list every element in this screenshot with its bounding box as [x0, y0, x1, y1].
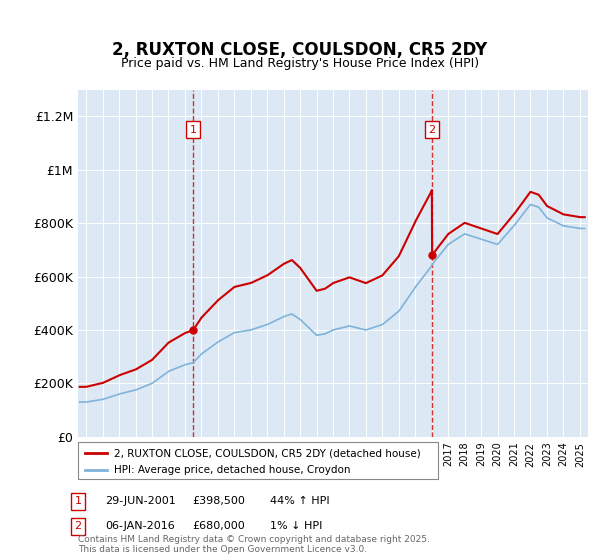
Text: 2: 2	[74, 521, 82, 531]
FancyBboxPatch shape	[78, 442, 438, 479]
Text: Contains HM Land Registry data © Crown copyright and database right 2025.
This d: Contains HM Land Registry data © Crown c…	[78, 535, 430, 554]
Text: 1: 1	[190, 125, 196, 134]
Text: 1: 1	[74, 496, 82, 506]
Text: 2, RUXTON CLOSE, COULSDON, CR5 2DY (detached house): 2, RUXTON CLOSE, COULSDON, CR5 2DY (deta…	[114, 449, 421, 458]
Text: 06-JAN-2016: 06-JAN-2016	[105, 521, 175, 531]
Text: 2: 2	[428, 125, 436, 134]
Text: 2, RUXTON CLOSE, COULSDON, CR5 2DY: 2, RUXTON CLOSE, COULSDON, CR5 2DY	[112, 41, 488, 59]
Text: Price paid vs. HM Land Registry's House Price Index (HPI): Price paid vs. HM Land Registry's House …	[121, 57, 479, 70]
Text: £680,000: £680,000	[192, 521, 245, 531]
Text: HPI: Average price, detached house, Croydon: HPI: Average price, detached house, Croy…	[114, 465, 350, 475]
Text: 29-JUN-2001: 29-JUN-2001	[105, 496, 176, 506]
Text: 1% ↓ HPI: 1% ↓ HPI	[270, 521, 322, 531]
Text: £398,500: £398,500	[192, 496, 245, 506]
Text: 44% ↑ HPI: 44% ↑ HPI	[270, 496, 329, 506]
